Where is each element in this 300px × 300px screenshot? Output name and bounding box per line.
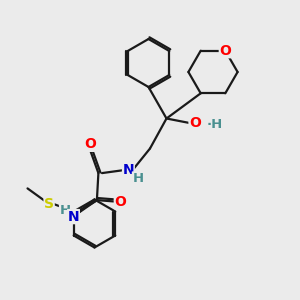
Text: H: H [132,172,144,185]
Text: N: N [68,210,79,224]
Text: H: H [59,204,71,217]
Text: O: O [189,116,201,130]
Text: O: O [84,137,96,151]
Text: ·H: ·H [206,118,223,131]
Text: N: N [123,163,134,177]
Text: O: O [219,44,231,58]
Text: S: S [44,197,54,211]
Text: O: O [114,195,126,208]
